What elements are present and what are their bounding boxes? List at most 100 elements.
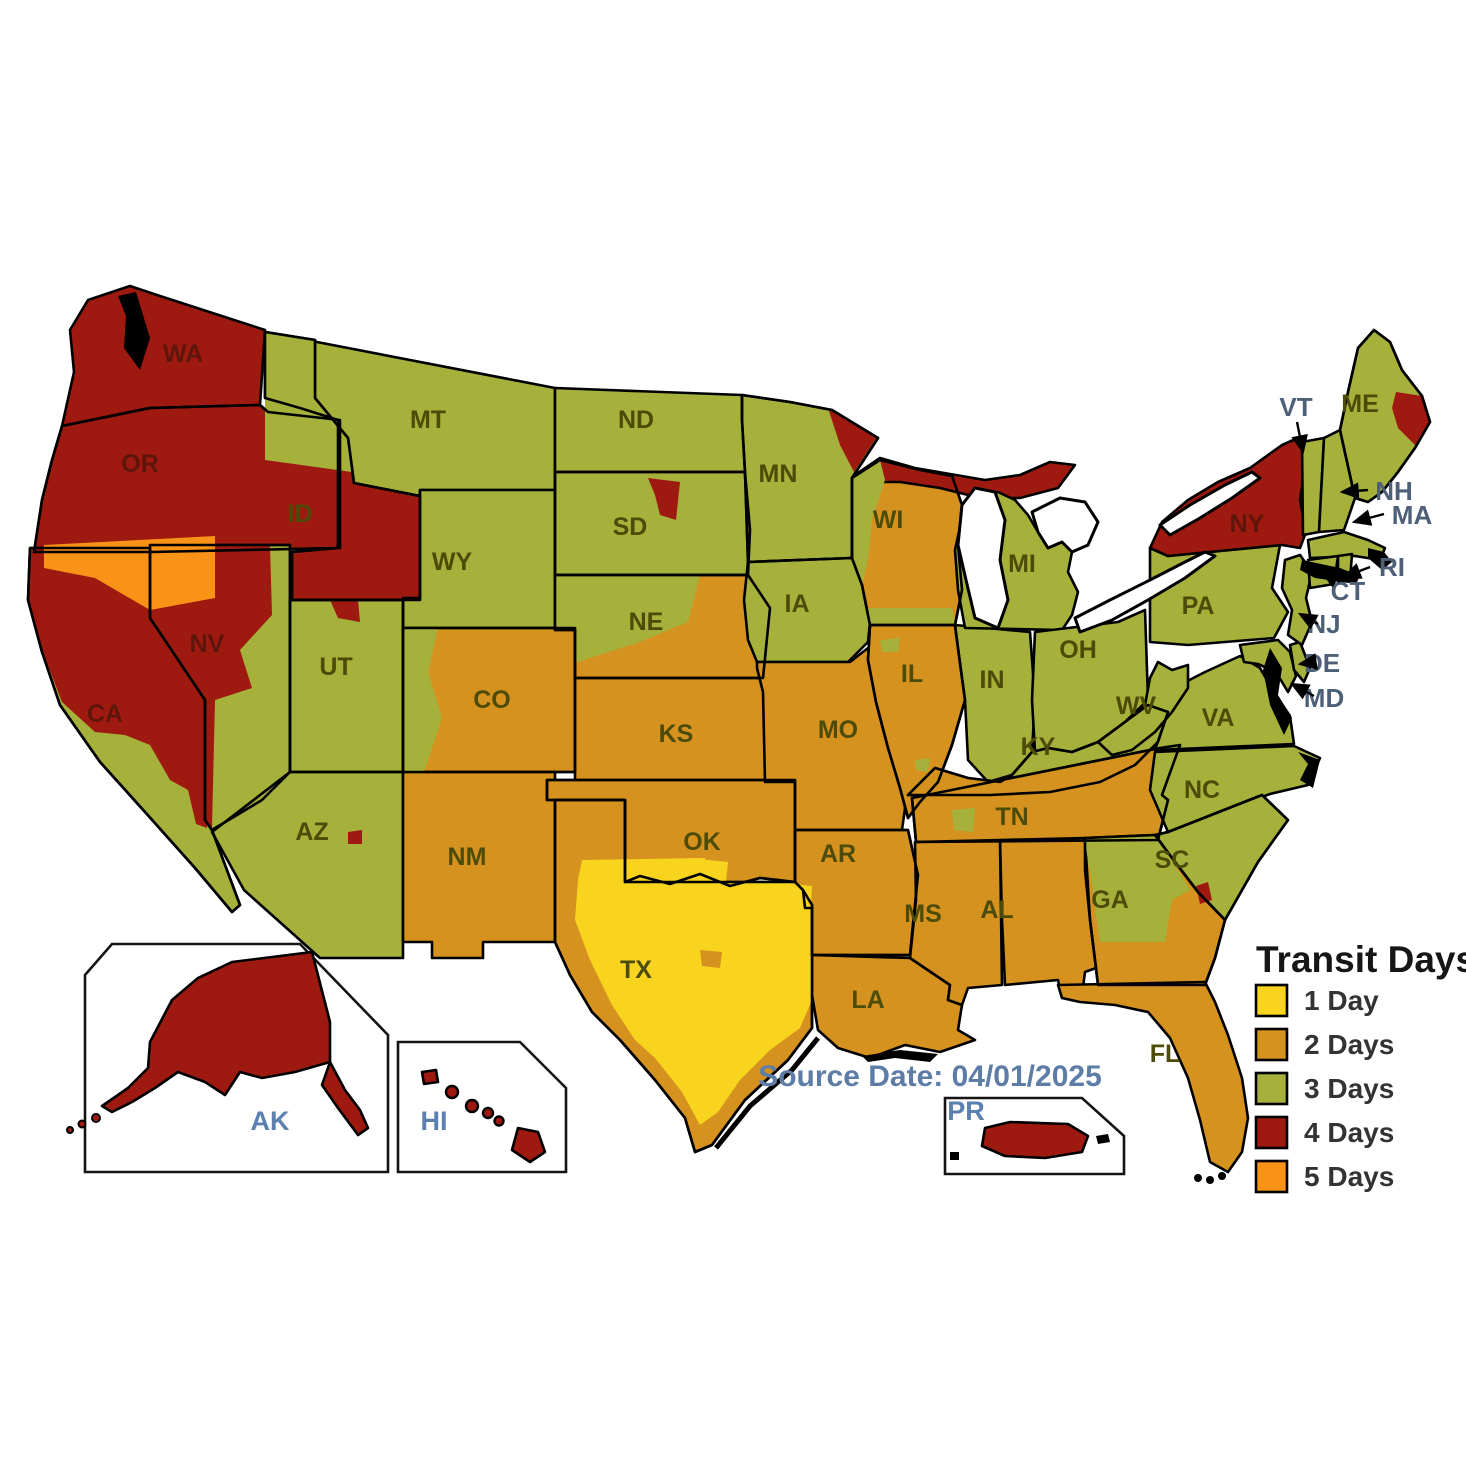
lake-erie bbox=[1073, 550, 1217, 634]
chesapeake-bay bbox=[1263, 648, 1292, 735]
region-wi-south-3day-strip bbox=[868, 608, 955, 625]
state-ak bbox=[100, 950, 332, 1114]
legend-swatch-5days bbox=[1254, 1159, 1289, 1194]
state-pa bbox=[1148, 543, 1290, 647]
state-label-mi: MI bbox=[1008, 550, 1036, 578]
state-label-ky: KY bbox=[1021, 733, 1056, 761]
state-label-id: ID bbox=[288, 500, 313, 528]
state-label-nm: NM bbox=[448, 843, 487, 871]
hawaii-island bbox=[444, 1084, 460, 1100]
pr-small-island bbox=[950, 1152, 959, 1160]
state-label-ut: UT bbox=[319, 653, 352, 681]
state-ar bbox=[793, 828, 920, 957]
state-label-pa: PA bbox=[1182, 592, 1215, 620]
legend: Transit Days 1 Day 2 Days 3 Days 4 Days … bbox=[1254, 939, 1466, 1194]
legend-swatch-3days bbox=[1254, 1071, 1289, 1106]
state-label-in: IN bbox=[980, 666, 1005, 694]
region-ok-south-1day-patch1 bbox=[600, 862, 640, 882]
state-label-az: AZ bbox=[295, 818, 328, 846]
ri-leader-arrow bbox=[1341, 563, 1371, 579]
inset-hawaii: HI bbox=[396, 1040, 568, 1174]
puget-sound bbox=[118, 292, 150, 370]
state-label-tx: TX bbox=[620, 956, 652, 984]
legend-title: Transit Days bbox=[1256, 939, 1466, 980]
legend-swatch-4days bbox=[1254, 1115, 1289, 1150]
state-label-wy: WY bbox=[432, 548, 473, 576]
state-outline-redraw bbox=[26, 328, 1432, 1154]
inset-alaska: AK bbox=[66, 942, 390, 1174]
coastal-state-callouts: VT NH MA RI CT NJ DE MD bbox=[1279, 392, 1432, 713]
hawaii-island bbox=[493, 1115, 505, 1127]
region-id-panhandle-3day bbox=[265, 332, 352, 472]
nh-leader-arrow bbox=[1339, 482, 1369, 500]
state-label-nv: NV bbox=[190, 630, 225, 658]
territory-pr bbox=[980, 1120, 1090, 1160]
state-label-tn: TN bbox=[995, 803, 1028, 831]
outer-banks bbox=[1298, 752, 1320, 788]
state-label-ks: KS bbox=[659, 720, 694, 748]
md-leader-arrow bbox=[1289, 682, 1315, 700]
state-label-ms: MS bbox=[904, 900, 942, 928]
texas-barrier-islands bbox=[714, 1036, 820, 1150]
state-label-nd: ND bbox=[618, 406, 654, 434]
lake-michigan bbox=[956, 486, 1010, 630]
region-overlays bbox=[28, 332, 1430, 1125]
state-labels: WA OR CA NV ID MT WY UT AZ NM CO ND SD N… bbox=[87, 340, 1379, 1068]
state-label-nc: NC bbox=[1184, 776, 1220, 804]
state-label-wa: WA bbox=[163, 340, 203, 368]
hawaii-island bbox=[481, 1106, 495, 1120]
state-wy bbox=[401, 488, 557, 630]
state-label-fl: FL bbox=[1150, 1040, 1181, 1068]
louisiana-delta bbox=[862, 1050, 938, 1062]
state-label-ia: IA bbox=[785, 590, 810, 618]
state-label-or: OR bbox=[121, 450, 159, 478]
legend-label-2days: 2 Days bbox=[1304, 1029, 1394, 1060]
state-label-sc: SC bbox=[1155, 846, 1190, 874]
legend-swatch-1day bbox=[1254, 983, 1289, 1018]
state-label-ca: CA bbox=[87, 700, 123, 728]
state-label-ok: OK bbox=[683, 828, 721, 856]
state-label-mo: MO bbox=[818, 716, 858, 744]
region-ky-west-2day bbox=[908, 768, 1012, 798]
aleutian-island bbox=[91, 1113, 101, 1123]
state-label-wv: WV bbox=[1116, 692, 1157, 720]
state-label-ny: NY bbox=[1230, 510, 1265, 538]
state-label-il: IL bbox=[901, 660, 923, 688]
region-nv-northwest-4day bbox=[150, 545, 272, 828]
state-label-al: AL bbox=[980, 896, 1013, 924]
legend-label-5days: 5 Days bbox=[1304, 1161, 1394, 1192]
lake-ontario bbox=[1158, 470, 1262, 537]
alaska-southeast-handle bbox=[320, 1060, 370, 1137]
region-ga-core-3day bbox=[1085, 835, 1190, 942]
pr-small-island bbox=[1096, 1134, 1110, 1144]
legend-swatch-2days bbox=[1254, 1027, 1289, 1062]
florida-keys bbox=[1206, 1176, 1214, 1184]
inset-puerto-rico: PR bbox=[943, 1096, 1126, 1176]
state-label-ri: RI bbox=[1379, 552, 1405, 582]
state-al bbox=[998, 836, 1098, 1000]
state-label-wi: WI bbox=[873, 506, 904, 534]
vt-leader-arrow bbox=[1291, 421, 1308, 455]
source-date: Source Date: 04/01/2025 bbox=[758, 1060, 1102, 1093]
region-az-4day-dot bbox=[348, 830, 362, 844]
region-ca-north-4day bbox=[28, 548, 207, 828]
state-label-ga: GA bbox=[1091, 886, 1129, 914]
state-label-mt: MT bbox=[410, 406, 446, 434]
lake-huron bbox=[1030, 496, 1100, 554]
region-tx-main-1day bbox=[575, 858, 812, 1125]
state-label-mn: MN bbox=[759, 460, 798, 488]
state-label-vt: VT bbox=[1279, 392, 1312, 422]
state-nh bbox=[1317, 428, 1357, 534]
legend-label-3days: 3 Days bbox=[1304, 1073, 1394, 1104]
inset-label-ak: AK bbox=[251, 1106, 290, 1136]
state-label-va: VA bbox=[1202, 704, 1235, 732]
legend-label-4days: 4 Days bbox=[1304, 1117, 1394, 1148]
region-sd-central-4day-patch bbox=[648, 478, 680, 520]
state-ut bbox=[288, 598, 405, 774]
state-label-la: LA bbox=[851, 986, 884, 1014]
ma-leader-arrow bbox=[1351, 509, 1385, 526]
state-label-nj: NJ bbox=[1307, 609, 1340, 639]
state-hi bbox=[420, 1068, 440, 1086]
de-leader-arrow bbox=[1297, 653, 1318, 670]
